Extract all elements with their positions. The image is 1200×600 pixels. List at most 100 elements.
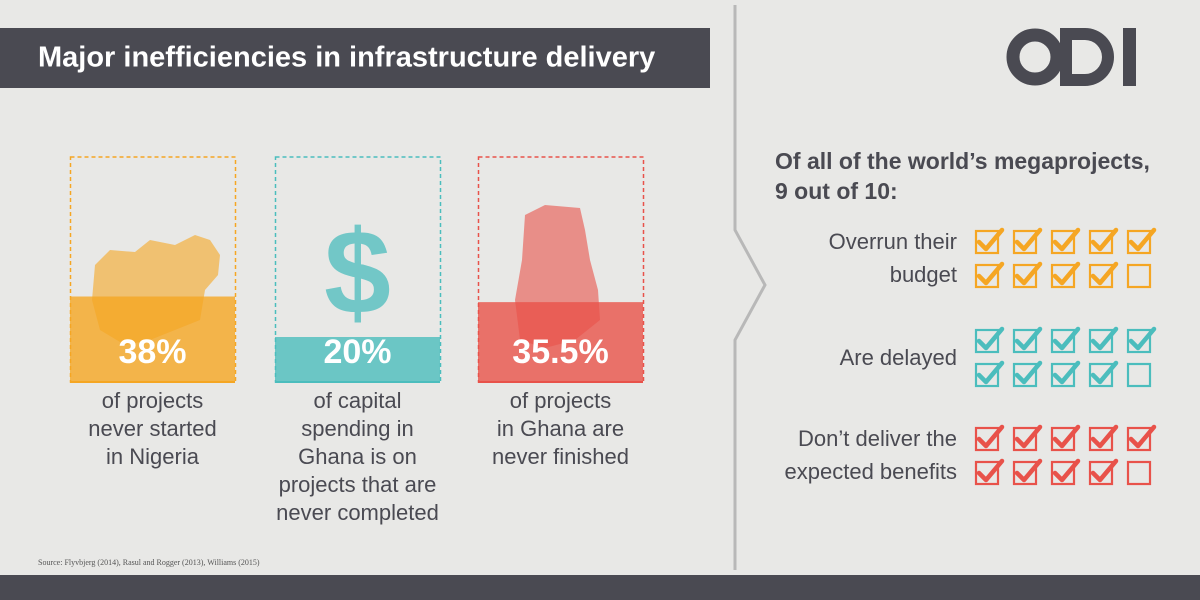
checkmark	[976, 227, 1005, 252]
header-bar	[0, 28, 710, 88]
checkmark	[1014, 261, 1043, 286]
checkmark	[1052, 326, 1081, 351]
box	[1050, 263, 1076, 289]
checkmark	[1052, 261, 1081, 286]
box	[1126, 426, 1152, 452]
box	[1126, 460, 1152, 486]
checkbox	[1126, 227, 1157, 255]
checkbox	[1088, 227, 1119, 255]
caption: in Ghana are	[497, 416, 624, 441]
caption: projects that are	[279, 472, 437, 497]
box	[1088, 229, 1114, 255]
checkmark	[1014, 227, 1043, 252]
checkbox	[1126, 362, 1152, 388]
icon: $	[324, 206, 391, 340]
checkbox	[1050, 424, 1081, 452]
checkbox	[1050, 360, 1081, 388]
box	[1050, 229, 1076, 255]
caption: never finished	[492, 444, 629, 469]
fill-bar	[478, 302, 643, 382]
box	[974, 263, 1000, 289]
checkmark	[976, 326, 1005, 351]
box	[1088, 460, 1114, 486]
checkbox	[1050, 326, 1081, 354]
box	[1012, 460, 1038, 486]
checkbox	[1088, 424, 1119, 452]
percent-label: 38%	[118, 333, 186, 371]
percent-label: 20%	[323, 333, 391, 371]
checkmark	[976, 458, 1005, 483]
fill-bar	[275, 337, 440, 382]
footer-bar	[0, 575, 1200, 600]
logo	[1006, 28, 1136, 86]
checkbox	[974, 227, 1005, 255]
checkmark	[1090, 261, 1119, 286]
checkmark	[976, 360, 1005, 385]
percent-label: 35.5%	[512, 333, 608, 371]
box	[1050, 328, 1076, 354]
box	[1012, 362, 1038, 388]
box	[1012, 263, 1038, 289]
caption: of projects	[102, 388, 204, 413]
checkbox	[1012, 261, 1043, 289]
checkbox	[1012, 227, 1043, 255]
checkmark	[1052, 458, 1081, 483]
checkbox	[1088, 326, 1119, 354]
checkmark	[1128, 424, 1157, 449]
box	[974, 229, 1000, 255]
checkmark	[1014, 326, 1043, 351]
box	[1126, 263, 1152, 289]
group-label: budget	[890, 262, 957, 287]
checkmark	[1052, 424, 1081, 449]
caption: of projects	[510, 388, 612, 413]
box	[1012, 328, 1038, 354]
box	[1088, 362, 1114, 388]
checkmark	[1128, 227, 1157, 252]
heading: 9 out of 10:	[775, 178, 898, 204]
checkmark	[1052, 360, 1081, 385]
checkbox	[974, 326, 1005, 354]
box	[974, 460, 1000, 486]
caption: Ghana is on	[298, 444, 417, 469]
checkbox	[1050, 227, 1081, 255]
group-label: expected benefits	[785, 459, 957, 484]
checkmark	[1090, 360, 1119, 385]
checkmark	[976, 261, 1005, 286]
checkbox	[1088, 360, 1119, 388]
caption: never completed	[276, 500, 439, 525]
checkmark	[976, 424, 1005, 449]
checkbox	[1126, 326, 1157, 354]
checkbox	[1126, 460, 1152, 486]
box	[974, 426, 1000, 452]
checkbox	[1050, 458, 1081, 486]
box	[1012, 229, 1038, 255]
checkbox	[1012, 360, 1043, 388]
box	[1088, 328, 1114, 354]
checkmark	[1090, 424, 1119, 449]
divider	[733, 5, 767, 570]
caption: in Nigeria	[106, 444, 200, 469]
checkmark	[1090, 326, 1119, 351]
box	[974, 362, 1000, 388]
checkbox	[1126, 424, 1157, 452]
checkbox	[1088, 261, 1119, 289]
group-label: Overrun their	[829, 229, 957, 254]
heading: Of all of the world’s megaprojects,	[775, 148, 1150, 174]
box	[1012, 426, 1038, 452]
checkbox	[974, 458, 1005, 486]
box	[974, 328, 1000, 354]
fill-bar	[70, 296, 235, 382]
checkbox	[974, 360, 1005, 388]
checkbox	[974, 424, 1005, 452]
caption: spending in	[301, 416, 414, 441]
checkbox	[1088, 458, 1119, 486]
checkmark	[1052, 227, 1081, 252]
box	[1126, 362, 1152, 388]
box	[1088, 263, 1114, 289]
box	[1050, 426, 1076, 452]
checkmark	[1090, 458, 1119, 483]
checkmark	[1014, 424, 1043, 449]
box	[1050, 460, 1076, 486]
checkbox	[974, 261, 1005, 289]
